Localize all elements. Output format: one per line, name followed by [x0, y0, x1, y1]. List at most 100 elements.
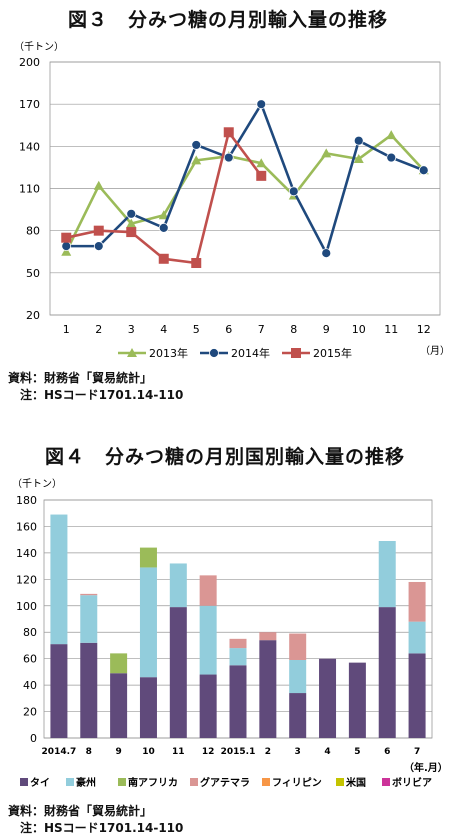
bar-segment: [139, 677, 157, 738]
y-tick-label: 110: [19, 183, 40, 196]
data-point: [191, 155, 202, 165]
bar-segment: [169, 607, 187, 738]
data-point: [321, 148, 332, 158]
data-point: [93, 225, 104, 236]
bar-segment: [348, 662, 366, 738]
legend-entry: 2015年: [313, 346, 352, 360]
x-tick-label: 10: [352, 323, 366, 336]
data-point: [223, 127, 234, 138]
bar-segment: [229, 665, 247, 738]
data-point: [353, 153, 364, 163]
series-line: [65, 133, 425, 253]
x-tick-label: 12: [202, 747, 215, 757]
bar-segment: [319, 658, 337, 738]
figure3-source: 資料：財務省「貿易統計」: [8, 371, 153, 385]
y-tick-label: 40: [23, 679, 37, 692]
data-point: [61, 232, 72, 243]
data-point: [256, 170, 267, 181]
y-tick-label: 100: [16, 600, 37, 613]
y-tick-label: 80: [26, 225, 40, 238]
bar-segment: [289, 659, 307, 694]
legend-entry: タイ: [30, 777, 50, 789]
data-point: [126, 218, 137, 228]
x-tick-label: 4: [160, 323, 167, 336]
y-tick-label: 20: [23, 706, 37, 719]
bar-segment: [229, 648, 247, 666]
x-tick-label: 5: [354, 747, 360, 757]
y-tick-label: 170: [19, 98, 40, 111]
x-tick-label: 11: [384, 323, 398, 336]
data-point: [158, 210, 169, 220]
y-tick-label: 50: [26, 267, 40, 280]
bar-segment: [408, 581, 426, 622]
bar-segment: [199, 605, 217, 675]
bar-segment: [408, 621, 426, 654]
x-tick-label: 5: [193, 323, 200, 336]
x-tick-label: 1: [63, 323, 70, 336]
legend-entry: 2014年: [231, 346, 270, 360]
x-tick-label: 9: [115, 747, 121, 757]
x-tick-label: 2015.1: [221, 747, 256, 757]
data-point: [418, 165, 429, 176]
legend-entry: 豪州: [76, 776, 96, 789]
figure4-stacked-bar-chart: 0 20 40 60 80 100 120 140 160 180 （千トン） 2014.7 8 9 10 1…: [12, 478, 448, 789]
legend-marker: [127, 348, 137, 357]
y-tick-label: 160: [16, 520, 37, 533]
x-tick-label: 11: [172, 747, 185, 757]
x-tick-label: 9: [323, 323, 330, 336]
legend-swatch: [336, 778, 344, 786]
data-point: [386, 130, 397, 140]
bar-segment: [110, 653, 128, 674]
figure3-note: 注：HSコード1701.14-110: [8, 388, 184, 402]
y-tick-label: 20: [26, 309, 40, 322]
bar-segment: [378, 607, 396, 738]
legend-marker: [209, 348, 219, 358]
bar-segment: [199, 575, 217, 606]
x-tick-label: 6: [384, 747, 390, 757]
bar-segment: [289, 633, 307, 660]
data-point: [158, 222, 169, 233]
data-point: [321, 248, 332, 259]
figure4-source: 資料：財務省「貿易統計」: [8, 804, 153, 818]
bar-segment: [50, 644, 68, 738]
x-tick-label: 6: [225, 323, 232, 336]
data-point: [158, 253, 169, 264]
legend-swatch: [262, 778, 270, 786]
bar-segment: [110, 673, 128, 738]
series-line: [66, 102, 425, 255]
legend-swatch: [66, 778, 74, 786]
data-point: [288, 186, 299, 197]
legend-entry: 2013年: [149, 346, 188, 360]
bar-segment: [199, 674, 217, 738]
bar-segment: [80, 642, 98, 738]
bar-segment: [259, 632, 277, 641]
legend-entry: 南アフリカ: [128, 776, 178, 789]
legend-marker: [291, 348, 301, 358]
legend-swatch: [118, 778, 126, 786]
data-point: [191, 140, 202, 150]
y-tick-label: 200: [19, 56, 40, 69]
y-tick-label: 80: [23, 626, 37, 639]
x-tick-label: 2: [265, 747, 271, 757]
bar-segment: [139, 567, 157, 678]
x-tick-label: 4: [324, 747, 330, 757]
x-tick-label: 12: [417, 323, 431, 336]
y-axis-label: （千トン）: [12, 478, 62, 490]
legend-swatch: [382, 778, 390, 786]
y-axis-label: （千トン）: [14, 41, 64, 53]
data-point: [256, 158, 267, 168]
legend-entry: 米国: [346, 776, 366, 789]
data-point: [126, 227, 137, 238]
x-tick-label: 7: [414, 747, 420, 757]
x-axis-label: （月）: [420, 345, 450, 357]
data-point: [353, 135, 364, 146]
x-tick-label: 7: [258, 323, 265, 336]
legend-entry: ボリビア: [392, 776, 432, 789]
x-axis-label: （年.月）: [404, 761, 448, 774]
x-tick-label: 2014.7: [42, 747, 77, 757]
bar-segment: [80, 593, 98, 596]
bar-segment: [289, 693, 307, 738]
data-point: [93, 180, 104, 190]
bar-segment: [80, 595, 98, 643]
